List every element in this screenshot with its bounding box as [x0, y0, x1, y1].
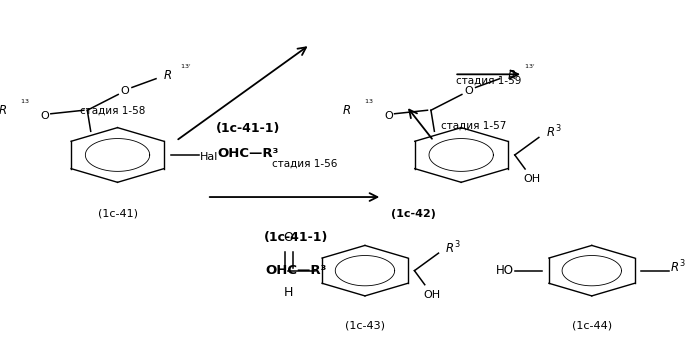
Text: стадия 1-59: стадия 1-59 [456, 76, 521, 86]
Text: (1c-41-1): (1c-41-1) [216, 122, 280, 135]
Text: $^{13}$: $^{13}$ [20, 99, 29, 108]
Text: $\mathit{R}$: $\mathit{R}$ [507, 69, 516, 82]
Text: O: O [41, 111, 50, 120]
Text: OHC—R³: OHC—R³ [217, 147, 279, 160]
Text: (1c-41-1): (1c-41-1) [264, 231, 329, 244]
Text: (1c-43): (1c-43) [345, 320, 385, 331]
Text: OHC—R³: OHC—R³ [266, 264, 327, 277]
Text: O: O [284, 231, 294, 244]
Text: $\mathit{R}$: $\mathit{R}$ [342, 104, 351, 117]
Text: $\mathit{R}^3$: $\mathit{R}^3$ [546, 124, 561, 140]
Text: OH: OH [524, 174, 540, 184]
Text: (1c-41): (1c-41) [98, 209, 138, 219]
Text: (1c-44): (1c-44) [572, 320, 612, 331]
Text: $\mathit{R}^3$: $\mathit{R}^3$ [670, 259, 686, 276]
Text: HO: HO [496, 264, 514, 277]
Text: $\mathit{R}^3$: $\mathit{R}^3$ [445, 240, 461, 256]
Text: O: O [464, 86, 473, 96]
Text: Hal: Hal [200, 152, 218, 162]
Text: OH: OH [423, 290, 440, 300]
Text: H: H [284, 287, 294, 300]
Text: $^{13}$: $^{13}$ [363, 99, 373, 108]
Text: стадия 1-58: стадия 1-58 [80, 106, 145, 116]
Text: стадия 1-56: стадия 1-56 [272, 159, 338, 169]
Text: стадия 1-57: стадия 1-57 [440, 120, 506, 130]
Text: O: O [121, 86, 129, 96]
Text: $\mathit{R}$: $\mathit{R}$ [163, 69, 172, 82]
Text: O: O [384, 111, 393, 120]
Text: $\mathit{R}$: $\mathit{R}$ [0, 104, 7, 117]
Text: $^{13'}$: $^{13'}$ [524, 64, 535, 73]
Text: (1c-42): (1c-42) [391, 209, 435, 219]
Text: $^{13'}$: $^{13'}$ [180, 64, 192, 73]
